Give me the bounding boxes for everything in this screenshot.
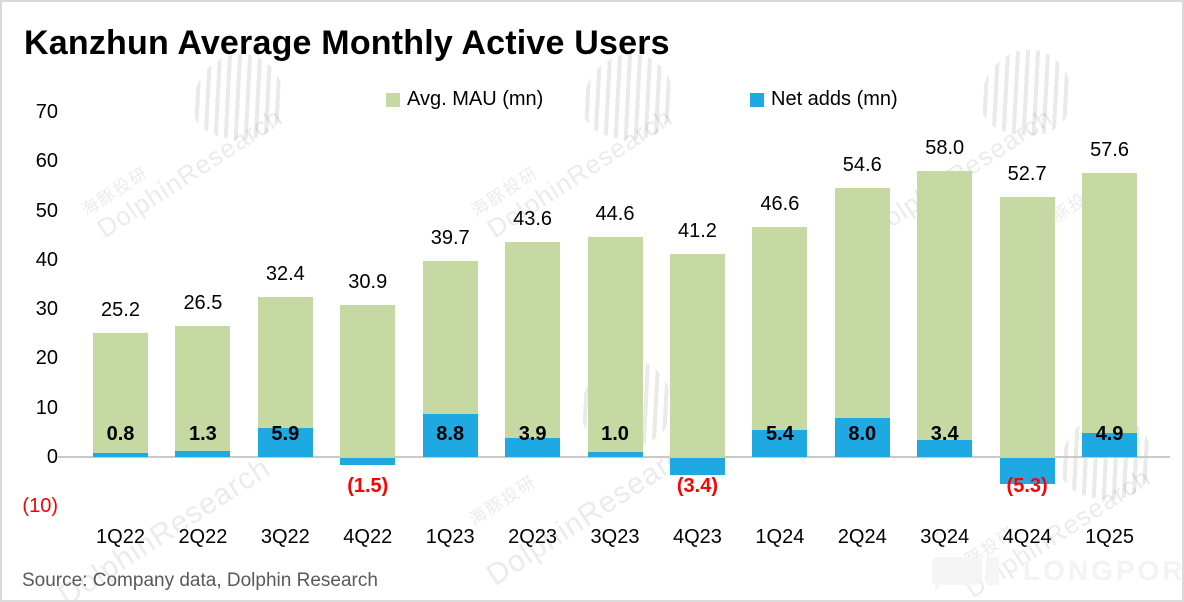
mau-legend-swatch [386,92,400,107]
x-axis-zero-line [58,456,1170,458]
watermark-zh-text: 海豚投研 [77,162,153,221]
y-axis-label: 70 [35,100,58,123]
legend-item-mau: Avg. MAU (mn) [386,88,543,111]
x-axis-label-3Q23: 3Q23 [590,526,640,548]
longport-logo-text: LONGPORT [1023,555,1184,586]
netadds-bar-1Q24 [752,430,808,457]
netadds-bar-2Q23 [505,437,561,457]
x-axis-label-3Q22: 3Q22 [260,526,310,548]
netadds-value-label: 8.0 [848,423,877,445]
mau-value-label: 52.7 [1007,163,1047,186]
mau-bar-3Q23 [587,237,643,457]
x-axis-label-2Q24: 2Q24 [837,526,887,548]
netadds-value-label: 5.9 [271,423,300,445]
y-axis-label: (10) [22,495,58,518]
netadds-bar-3Q22 [257,427,313,457]
mau-value-label: 41.2 [677,219,717,242]
netadds-bar-2Q22 [175,450,231,457]
netadds-value-label: 4.9 [1095,423,1124,445]
mau-value-label: 39.7 [430,227,470,250]
watermark-zh-text: 海豚投研 [465,471,541,530]
x-axis-label-1Q22: 1Q22 [96,526,145,548]
x-axis-label-4Q23: 4Q23 [672,526,722,548]
y-axis-label: 50 [35,199,58,222]
longport-block-icon [986,557,999,585]
netadds-bar-3Q23 [587,452,643,457]
netadds-bar-3Q24 [917,440,973,457]
mau-value-label: 57.6 [1090,139,1129,162]
x-axis-label-1Q25: 1Q25 [1085,526,1134,548]
netadds-legend-swatch [750,92,764,107]
x-axis-label-2Q23: 2Q23 [508,526,558,548]
netadds-bar-4Q23 [669,458,725,475]
watermark-stripes-icon [187,49,289,145]
source-note: Source: Company data, Dolphin Research [22,570,378,591]
mau-bar-2Q23 [505,242,561,457]
y-axis-label: 20 [35,347,58,370]
netadds-value-label: 5.4 [765,423,794,445]
netadds-bar-1Q22 [93,453,148,457]
netadds-legend-label: Net adds (mn) [771,88,898,110]
mau-bar-2Q24 [834,187,890,457]
netadds-value-label: 0.8 [106,423,135,445]
watermark-stripes-icon [975,45,1077,141]
netadds-bar-1Q23 [422,413,478,457]
netadds-value-label: (3.4) [676,475,718,497]
y-axis-label: 30 [35,298,58,321]
mau-value-label: 58.0 [925,137,965,160]
mau-bar-4Q23 [669,253,725,457]
netadds-value-label: 3.9 [518,423,547,445]
netadds-bar-4Q22 [340,458,396,466]
y-axis-label: 60 [35,150,58,173]
mau-bar-1Q24 [752,227,808,457]
x-axis-label-2Q22: 2Q22 [178,526,228,548]
mau-bar-1Q22 [93,332,148,457]
x-axis-label-4Q24: 4Q24 [1002,526,1052,548]
netadds-bar-4Q24 [999,458,1055,485]
mau-value-label: 46.6 [760,193,800,216]
y-axis-label: 0 [46,446,58,468]
y-axis-label: 10 [35,396,58,419]
mau-value-label: 26.5 [183,292,223,315]
netadds-value-label: 8.8 [436,423,465,445]
chart-title: Kanzhun Average Monthly Active Users [24,24,670,62]
legend-item-netadds: Net adds (mn) [750,88,898,111]
x-axis-label-1Q24: 1Q24 [755,526,805,548]
mau-bar-3Q24 [917,171,973,457]
watermark-stripes-icon [577,49,679,145]
x-axis-label-4Q22: 4Q22 [343,526,393,548]
mau-bar-1Q25 [1082,173,1138,457]
netadds-value-label: (5.3) [1006,475,1048,497]
mau-value-label: 30.9 [348,270,388,293]
netadds-value-label: 1.0 [601,423,629,445]
y-axis-label: 40 [35,248,58,271]
x-axis-label-3Q24: 3Q24 [920,526,970,548]
mau-value-label: 32.4 [265,263,305,286]
netadds-value-label: (1.5) [347,475,389,497]
mau-value-label: 25.2 [101,298,140,321]
mau-value-label: 44.6 [595,203,635,226]
netadds-value-label: 1.3 [189,423,217,445]
longport-bubble-icon [932,557,982,591]
netadds-bar-2Q24 [834,417,890,457]
watermark-en-text: DolphinResearch [91,101,288,244]
x-axis-label-1Q23: 1Q23 [425,526,475,548]
mau-bar-4Q24 [999,197,1055,457]
netadds-bar-1Q25 [1082,432,1138,457]
mau-value-label: 43.6 [513,208,553,231]
mau-bar-4Q22 [340,304,396,457]
mau-value-label: 54.6 [842,153,882,176]
longport-logo: LONGPORT [932,555,1184,591]
netadds-value-label: 3.4 [930,423,959,445]
mau-bar-2Q22 [175,326,231,457]
mau-legend-label: Avg. MAU (mn) [407,88,544,110]
